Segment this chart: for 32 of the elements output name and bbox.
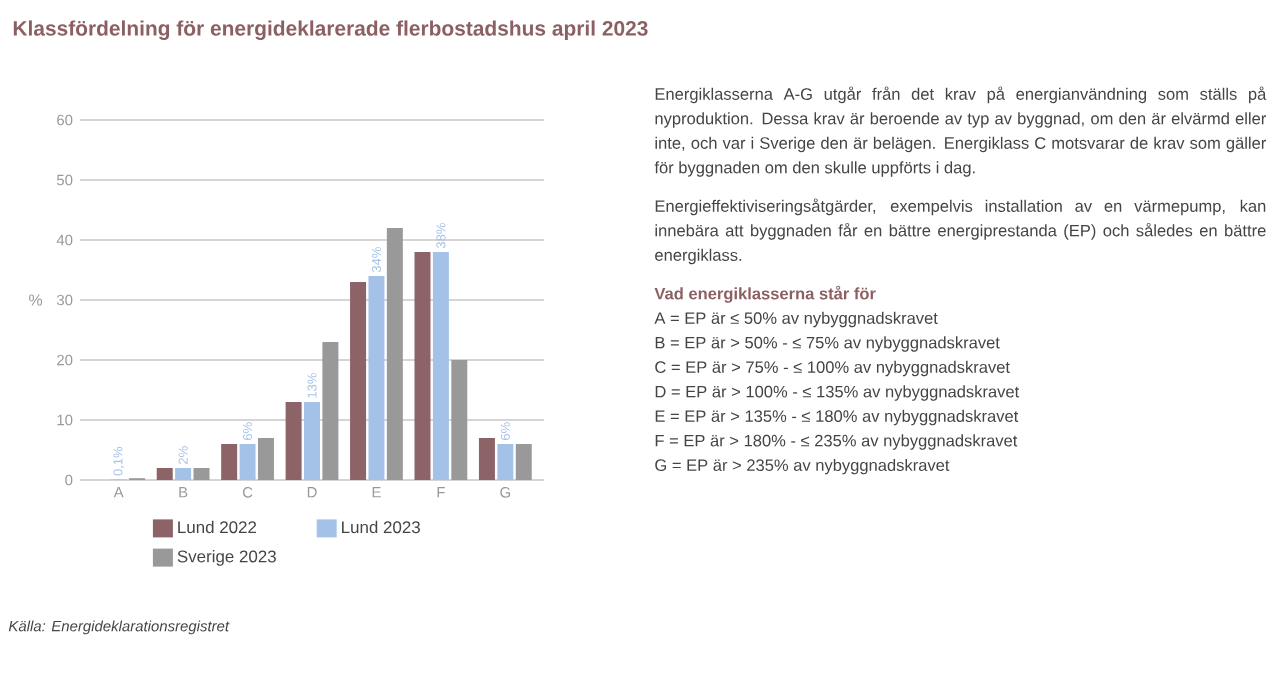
bar <box>478 438 495 480</box>
bar <box>515 444 532 480</box>
text: A = EP är ≤ 50% av nybyggnadskravet <box>654 311 938 328</box>
bar <box>156 468 173 480</box>
text: Energieffektiviseringsåtgärder, exempelvis installation av en värmepump, kan innebära att byggnaden får en bättre energiprestanda (EP) och således en bättre energiklass. <box>655 198 1266 265</box>
text: Vad energiklasserna står för <box>654 285 876 303</box>
bar <box>386 228 403 480</box>
text: C = EP är > 75% - ≤ 100% av nybyggnadskravet <box>655 360 1010 377</box>
bar <box>285 402 302 480</box>
bar <box>451 360 468 480</box>
bar <box>432 252 449 480</box>
bar <box>239 444 256 480</box>
bar <box>221 444 238 480</box>
text: Energiklasserna A-G utgår från det krav på energianvändning som ställs på nyproduktion. Dessa krav är beroende av typ av byggnad, om den är elvärmd eller inte, och var i Sverige den är belägen. Energiklass C motsvarar de krav som gäller för byggnaden om den skulle uppförts i dag. <box>654 86 1267 177</box>
text: F = EP är > 180% - ≤ 235% av nybyggnadskravet <box>655 434 1018 450</box>
text: D = EP är > 100% - ≤ 135% av nybyggnadskravet <box>655 385 1020 401</box>
bar <box>497 444 514 480</box>
bar <box>175 468 192 480</box>
bar <box>257 438 274 480</box>
chart-title: Klassfördelning för energideklarerade flerbostadshus april 2023 <box>13 20 648 40</box>
bar <box>193 468 210 480</box>
legend-label: Sverige 2023 <box>177 549 276 566</box>
text: E = EP är > 135% - ≤ 180% av nybyggnadskravet <box>655 409 1019 426</box>
bar <box>322 342 339 480</box>
bar <box>368 276 385 480</box>
bar <box>350 282 367 480</box>
bar <box>304 402 321 480</box>
legend-label: Lund 2022 <box>178 520 257 534</box>
bar <box>414 252 431 480</box>
text: B = EP är > 50% - ≤ 75% av nybyggnadskravet <box>655 336 1000 352</box>
text: G = EP är > 235% av nybyggnadskravet <box>655 458 950 475</box>
legend-label: Lund 2023 <box>342 520 420 534</box>
